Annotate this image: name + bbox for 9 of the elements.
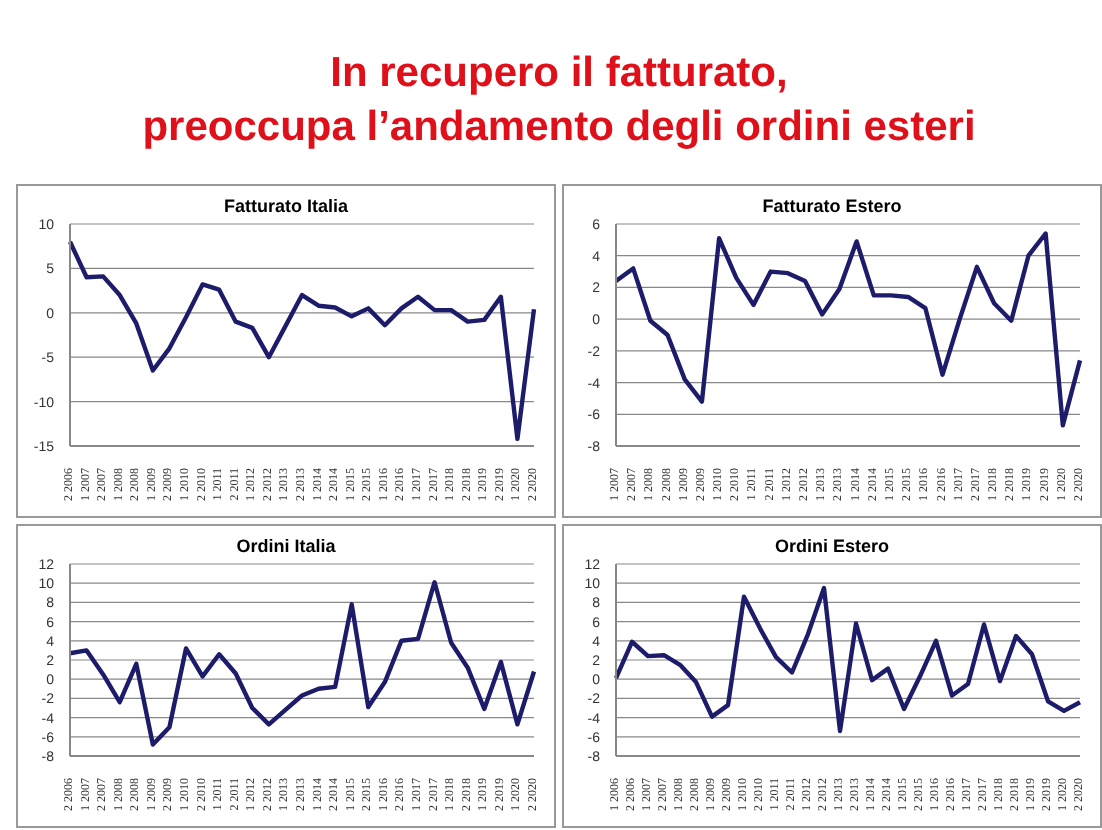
chart-title: Ordini Italia: [234, 534, 338, 556]
chart-title: Fatturato Italia: [221, 194, 350, 216]
chart-title: Ordini Estero: [772, 534, 891, 556]
line-series: [613, 585, 1083, 734]
chart-title: Fatturato Estero: [760, 194, 904, 216]
line-series: [67, 239, 537, 442]
line-series: [613, 231, 1083, 428]
text: In recupero il fatturato, preoccupa l’andamento degli ordini esteri: [142, 48, 976, 154]
line-series: [67, 580, 537, 747]
